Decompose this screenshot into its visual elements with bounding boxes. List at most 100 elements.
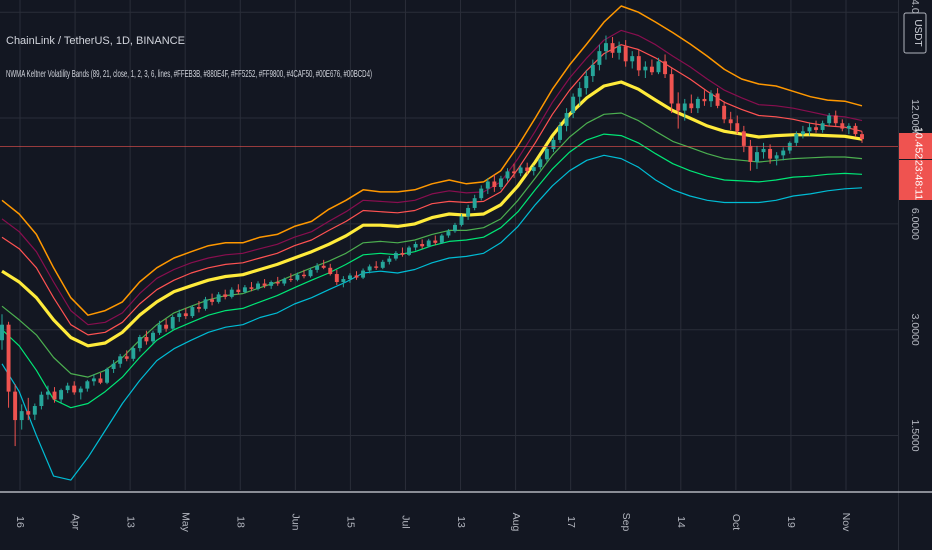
candle-body — [531, 167, 536, 172]
candle-body — [13, 391, 18, 421]
countdown-badge: 23:48:11 — [899, 160, 932, 200]
currency-badge[interactable]: USDT — [903, 12, 927, 54]
candle — [262, 279, 267, 289]
candle — [643, 61, 648, 78]
candle — [288, 273, 293, 283]
candle — [433, 235, 438, 246]
x-tick-label: 18 — [234, 516, 246, 528]
candle-body — [466, 207, 471, 217]
candle-body — [505, 171, 510, 179]
candle-body — [754, 152, 759, 162]
candle-body — [334, 274, 339, 283]
candle-body — [229, 289, 234, 297]
candle — [380, 259, 385, 270]
candle — [374, 261, 379, 270]
candle — [538, 156, 543, 170]
candle — [649, 59, 654, 76]
candle-body — [52, 391, 57, 400]
candle — [275, 276, 280, 286]
candle — [229, 287, 234, 299]
candle-body — [748, 145, 753, 162]
chart-grid — [0, 0, 898, 490]
candle — [85, 379, 90, 392]
candle-body — [236, 289, 241, 293]
candle-body — [800, 131, 805, 135]
candle — [860, 131, 864, 143]
candle-body — [649, 66, 654, 73]
candle-body — [643, 66, 648, 71]
candle-body — [302, 274, 306, 277]
candle-body — [774, 155, 779, 159]
candle — [400, 247, 405, 257]
candle-body — [118, 356, 123, 364]
candle — [485, 178, 490, 194]
candle-body — [111, 363, 116, 369]
candle-body — [656, 61, 661, 73]
price-badge: 10.4523 — [899, 127, 932, 165]
candle-body — [6, 324, 11, 392]
candle-body — [32, 406, 37, 415]
candle — [295, 272, 300, 282]
candle-body — [177, 313, 182, 318]
candle-body — [393, 252, 398, 259]
candle — [630, 51, 635, 69]
candle — [682, 98, 687, 121]
candle — [157, 320, 162, 335]
candle — [361, 268, 366, 280]
candle-body — [617, 46, 622, 53]
candle — [636, 49, 641, 77]
candle — [551, 136, 556, 153]
candle — [800, 125, 805, 139]
y-tick-label: 6.0000 — [909, 208, 921, 240]
x-tick-label: Nov — [840, 513, 852, 532]
candle-body — [689, 103, 694, 109]
candle-body — [564, 113, 569, 126]
candle-body — [623, 46, 628, 62]
candle-body — [446, 231, 451, 236]
candle — [781, 147, 786, 161]
candle — [794, 131, 799, 146]
candle-body — [584, 76, 589, 89]
candle — [669, 68, 674, 114]
candle-body — [144, 337, 149, 342]
candle-body — [492, 181, 497, 187]
candle — [249, 282, 254, 292]
band-line-0 — [1, 5, 863, 316]
indicator-legend[interactable]: NWMA Keltner Volatility Bands (89, 21, c… — [6, 68, 372, 80]
price-axis-panel — [898, 0, 932, 550]
candle-body — [216, 294, 221, 302]
candle-body — [833, 115, 838, 124]
y-tick-label: 1.5000 — [909, 419, 921, 451]
candle-body — [328, 267, 333, 275]
candle-body — [663, 61, 668, 75]
candle — [590, 59, 595, 82]
candle — [39, 391, 44, 410]
candle — [170, 315, 175, 330]
candle-body — [630, 56, 635, 62]
x-tick-label: Oct — [730, 514, 742, 530]
time-axis[interactable]: 16 Apr 13 May 18 Jun 15 Jul 13 Aug 17 Sep 14 Oct 19 Nov — [0, 491, 932, 533]
symbol-title[interactable]: ChainLink / TetherUS, 1D, BINANCE — [6, 35, 185, 47]
candle — [531, 165, 536, 176]
candle — [735, 115, 740, 135]
candle — [236, 284, 241, 295]
candle-body — [347, 275, 352, 280]
candle — [617, 41, 622, 60]
candle — [413, 241, 418, 251]
candle-body — [676, 103, 681, 111]
candle-body — [262, 283, 267, 286]
candle — [26, 397, 31, 421]
candle-body — [26, 411, 31, 415]
candle — [393, 251, 398, 261]
candle — [728, 111, 733, 130]
candle-body — [269, 282, 274, 286]
candle — [525, 162, 530, 175]
candle-body — [196, 307, 201, 309]
candle-body — [105, 368, 110, 383]
candle — [52, 387, 57, 403]
candle-body — [807, 127, 812, 132]
candle — [105, 367, 110, 385]
